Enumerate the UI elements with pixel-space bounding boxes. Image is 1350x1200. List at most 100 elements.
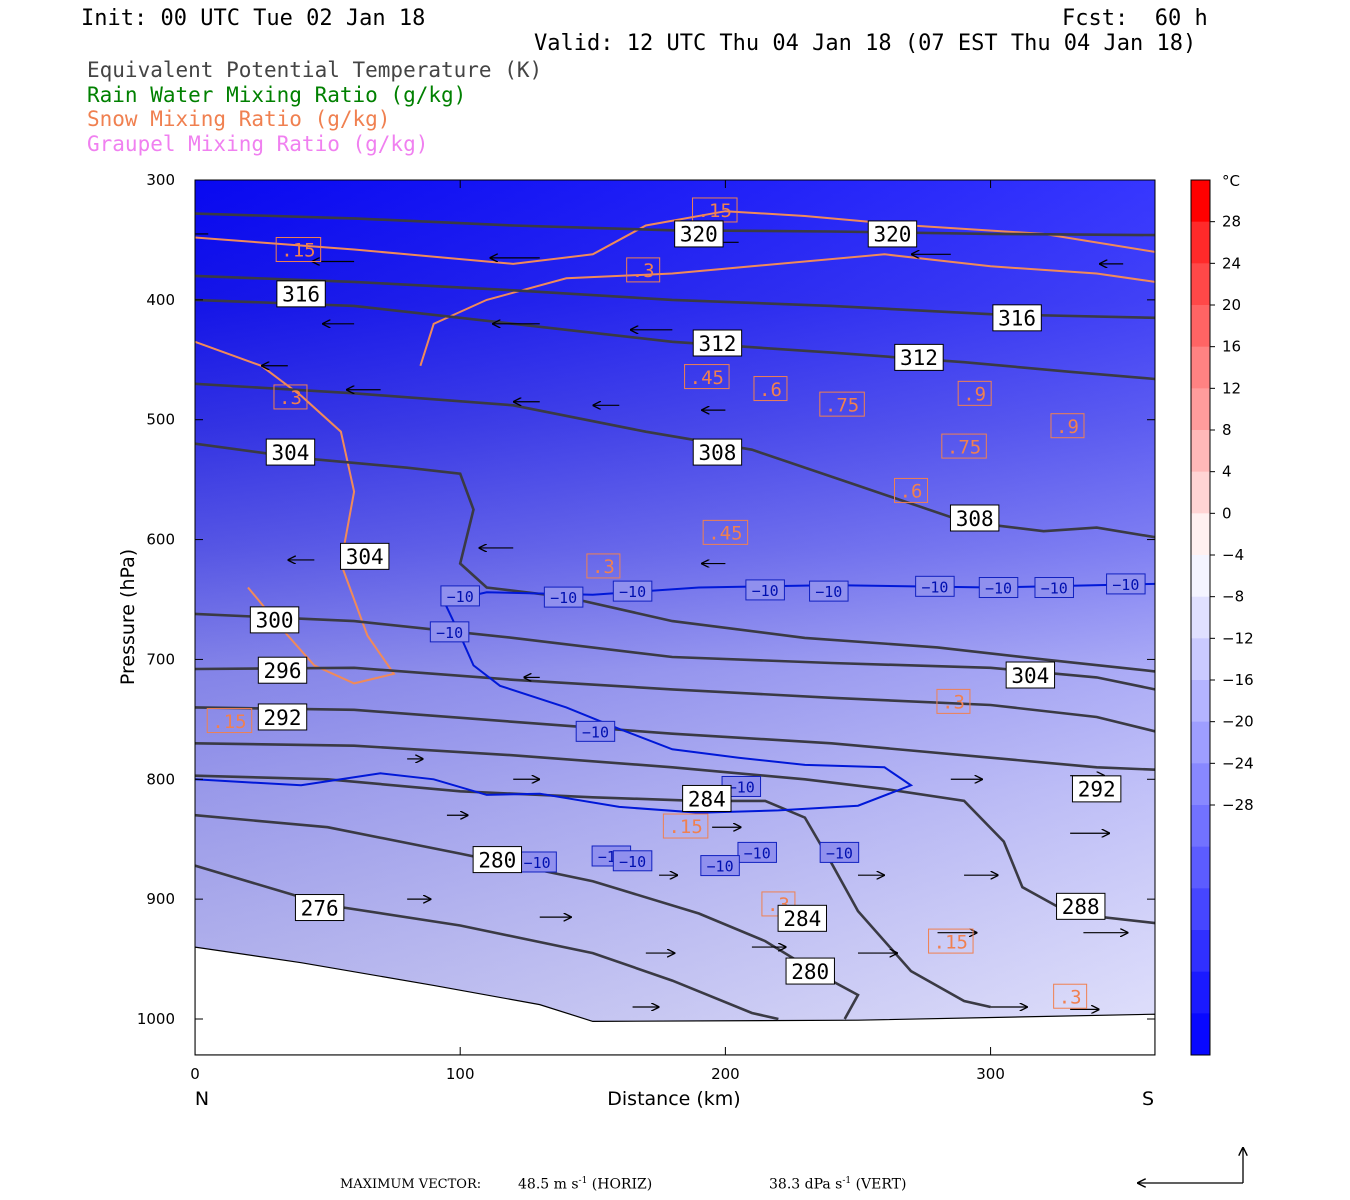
- terrain-mask: [195, 946, 1155, 1055]
- svg-text:.3: .3: [632, 260, 655, 282]
- theta-e-label-280-19: 280: [785, 957, 835, 985]
- snow-contour-0: [195, 210, 1155, 265]
- theta-e-label-308-6: 308: [692, 438, 743, 466]
- svg-text:.9: .9: [963, 384, 986, 406]
- svg-text:320: 320: [873, 223, 911, 247]
- theta-e-contour-304: [195, 442, 1155, 673]
- max-vector-label: MAXIMUM VECTOR:: [340, 1177, 482, 1192]
- colorbar-label-8: −4: [1222, 546, 1244, 564]
- colorbar-swatch-9: [1191, 555, 1210, 598]
- svg-text:280: 280: [791, 960, 829, 984]
- snow-contour-label-15: .15: [662, 813, 709, 839]
- snow-contour-label-13: .3: [936, 688, 971, 714]
- svg-text:276: 276: [301, 896, 339, 920]
- svg-text:320: 320: [680, 223, 718, 247]
- colorbar-swatch-4: [1191, 346, 1210, 389]
- snow-contour-label-17: .15: [928, 928, 974, 954]
- y-tick-label-500: 500: [146, 411, 175, 429]
- isotherm-label-11: −10: [721, 775, 762, 797]
- isotherm-label-5: −10: [809, 580, 849, 602]
- max-vert-vector: 38.3 dPa s-1 (VERT): [769, 1176, 907, 1193]
- snow-contour-label-18: .3: [1053, 983, 1088, 1009]
- colorbar-swatch-10: [1191, 596, 1210, 639]
- svg-text:−10: −10: [921, 578, 948, 596]
- theta-e-contour-312: [195, 298, 1155, 381]
- field-label-theta-e: Equivalent Potential Temperature (K): [87, 58, 543, 82]
- svg-text:.3: .3: [1059, 986, 1082, 1008]
- svg-text:.3: .3: [942, 692, 965, 714]
- valid-time: Valid: 12 UTC Thu 04 Jan 18 (07 EST Thu …: [534, 31, 1197, 56]
- theta-e-label-284-17: 284: [777, 904, 827, 932]
- theta-e-contour-316: [195, 274, 1155, 320]
- theta-e-label-292-14: 292: [1071, 775, 1122, 803]
- isotherm-label-6: −10: [915, 575, 955, 597]
- snow-contour-label-12: .3: [586, 553, 621, 579]
- isotherm-label-15: −10: [737, 841, 777, 863]
- colorbar-swatch-7: [1191, 471, 1210, 514]
- theta-e-label-312-4: 312: [692, 329, 743, 357]
- colorbar-swatch-6: [1191, 430, 1210, 473]
- colorbar-label-3: 16: [1222, 338, 1241, 356]
- svg-text:−10: −10: [744, 844, 771, 862]
- colorbar-label-13: −24: [1222, 754, 1254, 772]
- svg-text:288: 288: [1062, 895, 1100, 919]
- theta-e-label-292-13: 292: [257, 703, 308, 731]
- snow-contour-label-1: .15: [275, 237, 322, 263]
- svg-text:−10: −10: [752, 582, 779, 600]
- isotherm-label-4: −10: [745, 579, 785, 601]
- theta-e-label-304-10: 304: [1005, 661, 1056, 689]
- isotherm-label-14: −10: [612, 850, 653, 872]
- svg-text:.3: .3: [592, 556, 615, 578]
- colorbar-swatch-5: [1191, 388, 1210, 431]
- colorbar-swatch-15: [1191, 805, 1210, 848]
- svg-text:304: 304: [1011, 664, 1049, 688]
- svg-text:−10: −10: [619, 583, 646, 601]
- theta-e-label-316-2: 316: [276, 280, 326, 308]
- colorbar: 28 24 20 16 12 8 4 0 −4 −8 −12 −16 −20 −24 −28: [1190, 179, 1254, 1056]
- svg-text:.75: .75: [947, 436, 981, 458]
- svg-text:−10: −10: [436, 624, 463, 642]
- y-axis-title: Pressure (hPa): [117, 549, 139, 685]
- svg-text:−10: −10: [582, 723, 609, 741]
- svg-text:312: 312: [900, 346, 938, 370]
- isotherm-label-3: −10: [612, 580, 653, 602]
- field-label-graupel: Graupel Mixing Ratio (g/kg): [87, 132, 429, 156]
- theta-e-label-320-0: 320: [674, 220, 724, 248]
- snow-contour-label-7: .9: [957, 380, 992, 406]
- theta-e-contour-308: [195, 382, 1155, 539]
- colorbar-swatch-20: [1191, 1013, 1210, 1056]
- svg-text:−10: −10: [619, 853, 646, 871]
- theta-e-label-284-16: 284: [682, 784, 732, 812]
- y-tick-label-900: 900: [146, 890, 175, 908]
- svg-text:304: 304: [272, 441, 310, 465]
- theta-e-label-304-9: 304: [340, 542, 390, 570]
- theta-e-label-300-11: 300: [249, 606, 300, 634]
- theta-e-contour-320: [195, 212, 1155, 237]
- colorbar-swatch-13: [1191, 721, 1210, 764]
- theta-e-label-304-8: 304: [265, 438, 316, 466]
- colorbar-label-11: −16: [1222, 671, 1254, 689]
- theta-e-label-276-20: 276: [294, 894, 345, 922]
- svg-text:−10: −10: [815, 583, 842, 601]
- theta-e-contour-300: [195, 612, 1155, 691]
- theta-e-contour-288: [195, 742, 1155, 925]
- x-end-label-north: N: [195, 1088, 209, 1110]
- colorbar-unit: °C: [1222, 172, 1240, 190]
- y-tick-label-600: 600: [146, 531, 175, 549]
- theta-e-label-316-3: 316: [992, 304, 1042, 332]
- colorbar-swatch-14: [1191, 763, 1210, 806]
- snow-contour-label-4: .45: [684, 364, 730, 390]
- isotherm-label-0: −10: [440, 585, 480, 607]
- colorbar-label-10: −12: [1222, 629, 1254, 647]
- svg-text:308: 308: [698, 441, 736, 465]
- svg-text:.45: .45: [708, 523, 742, 545]
- colorbar-swatch-12: [1191, 680, 1210, 723]
- svg-text:.15: .15: [698, 200, 732, 222]
- x-tick-label-300: 300: [976, 1065, 1005, 1083]
- svg-text:−10: −10: [550, 589, 577, 607]
- colorbar-swatch-18: [1191, 930, 1210, 973]
- svg-text:312: 312: [698, 332, 736, 356]
- svg-text:.75: .75: [825, 394, 859, 416]
- snow-contour-label-8: .9: [1050, 413, 1085, 439]
- snow-contour-label-6: .75: [819, 391, 865, 417]
